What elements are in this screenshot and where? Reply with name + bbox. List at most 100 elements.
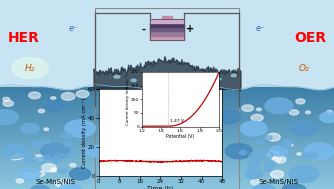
Circle shape bbox=[302, 153, 309, 158]
Bar bbox=[162, 16, 172, 19]
Text: O₂: O₂ bbox=[299, 64, 309, 73]
Bar bbox=[0, 174, 334, 175]
Bar bbox=[0, 170, 334, 171]
Circle shape bbox=[31, 141, 44, 148]
Bar bbox=[0, 92, 334, 93]
Circle shape bbox=[273, 156, 286, 163]
Y-axis label: Current density (mA cm⁻²): Current density (mA cm⁻²) bbox=[82, 97, 87, 168]
Bar bbox=[0, 125, 334, 126]
Bar bbox=[0, 181, 334, 182]
Bar bbox=[0, 89, 334, 90]
Bar bbox=[0, 158, 334, 159]
Circle shape bbox=[29, 92, 40, 99]
Bar bbox=[0, 156, 334, 157]
Circle shape bbox=[23, 173, 34, 179]
Text: Se-MnS/NiS: Se-MnS/NiS bbox=[35, 179, 75, 185]
Bar bbox=[0, 107, 334, 108]
Circle shape bbox=[64, 142, 73, 147]
Circle shape bbox=[76, 90, 89, 98]
Text: 1.47 V: 1.47 V bbox=[170, 119, 184, 123]
Bar bbox=[0, 127, 334, 128]
Text: Se-MnS/NiS: Se-MnS/NiS bbox=[259, 179, 299, 185]
Bar bbox=[0, 161, 334, 163]
Bar bbox=[0, 126, 334, 127]
Bar bbox=[0, 97, 334, 98]
Bar bbox=[0, 101, 334, 102]
Circle shape bbox=[44, 128, 48, 131]
Bar bbox=[0, 149, 334, 150]
Circle shape bbox=[59, 169, 66, 173]
Ellipse shape bbox=[147, 77, 153, 80]
Circle shape bbox=[35, 171, 45, 176]
Circle shape bbox=[245, 169, 263, 179]
Circle shape bbox=[70, 163, 76, 167]
Bar bbox=[0, 157, 334, 158]
Bar bbox=[0, 168, 334, 169]
Circle shape bbox=[52, 168, 56, 170]
Bar bbox=[0, 100, 334, 101]
X-axis label: Potential (V): Potential (V) bbox=[166, 134, 194, 139]
Circle shape bbox=[24, 156, 37, 163]
Bar bbox=[0, 106, 334, 107]
Bar bbox=[0, 143, 334, 144]
Bar bbox=[0, 182, 334, 183]
Circle shape bbox=[267, 151, 279, 158]
Bar bbox=[0, 109, 334, 110]
Bar bbox=[0, 113, 334, 115]
Circle shape bbox=[30, 185, 50, 189]
Circle shape bbox=[61, 93, 75, 100]
Bar bbox=[0, 94, 334, 95]
Ellipse shape bbox=[181, 78, 186, 80]
Circle shape bbox=[46, 101, 64, 111]
Bar bbox=[0, 95, 334, 96]
Text: HER: HER bbox=[7, 31, 39, 45]
Text: H₂: H₂ bbox=[25, 64, 35, 73]
Bar bbox=[150, 23, 184, 27]
Bar bbox=[0, 124, 334, 125]
Circle shape bbox=[50, 169, 56, 172]
Circle shape bbox=[96, 112, 114, 122]
Circle shape bbox=[248, 160, 260, 167]
Bar bbox=[0, 130, 334, 131]
Bar bbox=[0, 128, 334, 129]
Circle shape bbox=[264, 136, 272, 140]
Bar bbox=[0, 135, 334, 136]
Text: e⁻: e⁻ bbox=[256, 24, 265, 33]
Ellipse shape bbox=[114, 75, 120, 78]
Bar bbox=[0, 123, 334, 124]
Bar bbox=[0, 175, 334, 176]
Circle shape bbox=[58, 184, 82, 189]
Bar bbox=[0, 133, 334, 134]
Bar bbox=[0, 103, 334, 104]
Bar bbox=[0, 188, 334, 189]
Bar bbox=[0, 132, 334, 133]
Bar bbox=[0, 173, 334, 174]
Bar bbox=[0, 102, 334, 103]
Circle shape bbox=[38, 109, 44, 113]
Circle shape bbox=[271, 170, 284, 178]
Bar bbox=[0, 118, 334, 119]
Circle shape bbox=[251, 179, 262, 185]
Bar bbox=[0, 120, 334, 121]
Bar bbox=[0, 172, 334, 173]
Circle shape bbox=[43, 155, 50, 160]
Circle shape bbox=[225, 144, 252, 159]
Bar bbox=[0, 108, 334, 109]
Circle shape bbox=[0, 110, 18, 125]
Circle shape bbox=[65, 120, 96, 137]
Bar bbox=[0, 145, 334, 146]
Bar bbox=[0, 148, 334, 149]
Circle shape bbox=[305, 143, 333, 159]
Circle shape bbox=[264, 166, 273, 171]
Bar bbox=[0, 153, 334, 154]
Bar bbox=[0, 141, 334, 142]
Bar bbox=[0, 122, 334, 123]
Bar bbox=[0, 115, 334, 117]
Text: +: + bbox=[186, 24, 194, 34]
Bar bbox=[0, 134, 334, 135]
Circle shape bbox=[308, 152, 317, 158]
Bar bbox=[0, 185, 334, 186]
Circle shape bbox=[51, 157, 61, 163]
Bar bbox=[150, 19, 184, 40]
Bar bbox=[150, 31, 184, 36]
